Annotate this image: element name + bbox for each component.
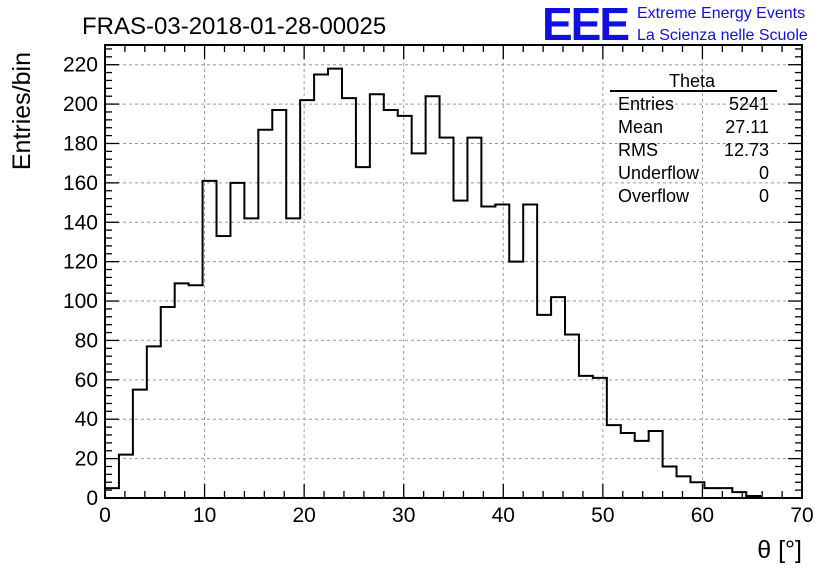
chart-title: FRAS-03-2018-01-28-00025 [82, 13, 386, 40]
stats-row-value: 27.11 [725, 117, 769, 137]
x-tick-label: 50 [591, 504, 614, 527]
y-tick-label: 80 [75, 329, 98, 352]
x-tick-label: 40 [492, 504, 515, 527]
eee-logo-line1: Extreme Energy Events [637, 5, 805, 22]
y-tick-label: 120 [63, 251, 98, 274]
y-axis-title: Entries/bin [8, 52, 36, 170]
x-axis-title: θ [°] [757, 536, 802, 564]
y-tick-label: 40 [75, 408, 98, 431]
stats-row-label: RMS [618, 140, 658, 160]
axis-ticks [104, 45, 803, 499]
grid-lines [105, 45, 802, 498]
x-tick-label: 70 [790, 504, 813, 527]
stats-row-label: Entries [618, 94, 674, 114]
y-tick-label: 140 [63, 211, 98, 234]
y-tick-label: 180 [63, 132, 98, 155]
stats-row-value: 0 [759, 186, 769, 206]
plot-border [104, 44, 803, 499]
x-tick-labels: 0 10 20 30 40 50 60 70 [99, 504, 814, 527]
x-tick-label: 20 [292, 504, 315, 527]
y-tick-label: 60 [75, 369, 98, 392]
eee-logo: EEE Extreme Energy Events La Scienza nel… [542, 0, 808, 50]
plot-frame [104, 44, 803, 499]
stats-row-label: Overflow [618, 186, 690, 206]
stats-box: Theta Entries 5241 Mean 27.11 RMS 12.73 Underf… [610, 71, 777, 206]
stats-row-label: Underflow [618, 163, 700, 183]
x-tick-label: 10 [193, 504, 216, 527]
y-tick-label: 0 [86, 487, 98, 510]
histogram-series [104, 67, 803, 499]
eee-logo-line2: La Scienza nelle Scuole [637, 27, 808, 44]
stats-row-value: 12.73 [724, 140, 769, 160]
x-tick-label: 30 [392, 504, 415, 527]
stats-box-title: Theta [669, 71, 716, 91]
stats-row-value: 0 [759, 163, 769, 183]
y-tick-label: 20 [75, 448, 98, 471]
y-tick-label: 200 [63, 93, 98, 116]
x-tick-label: 0 [99, 504, 111, 527]
eee-logo-mark: EEE [542, 0, 628, 50]
y-tick-label: 160 [63, 172, 98, 195]
y-tick-label: 100 [63, 290, 98, 313]
stats-box-rows: Entries 5241 Mean 27.11 RMS 12.73 Underflow 0 Ov… [618, 94, 769, 206]
stats-row-label: Mean [618, 117, 663, 137]
x-tick-label: 60 [691, 504, 714, 527]
y-tick-label: 220 [63, 54, 98, 77]
y-tick-labels: 0 20 40 60 80 100 120 140 160 180 200 220 [63, 54, 98, 510]
stats-row-value: 5241 [729, 94, 769, 114]
